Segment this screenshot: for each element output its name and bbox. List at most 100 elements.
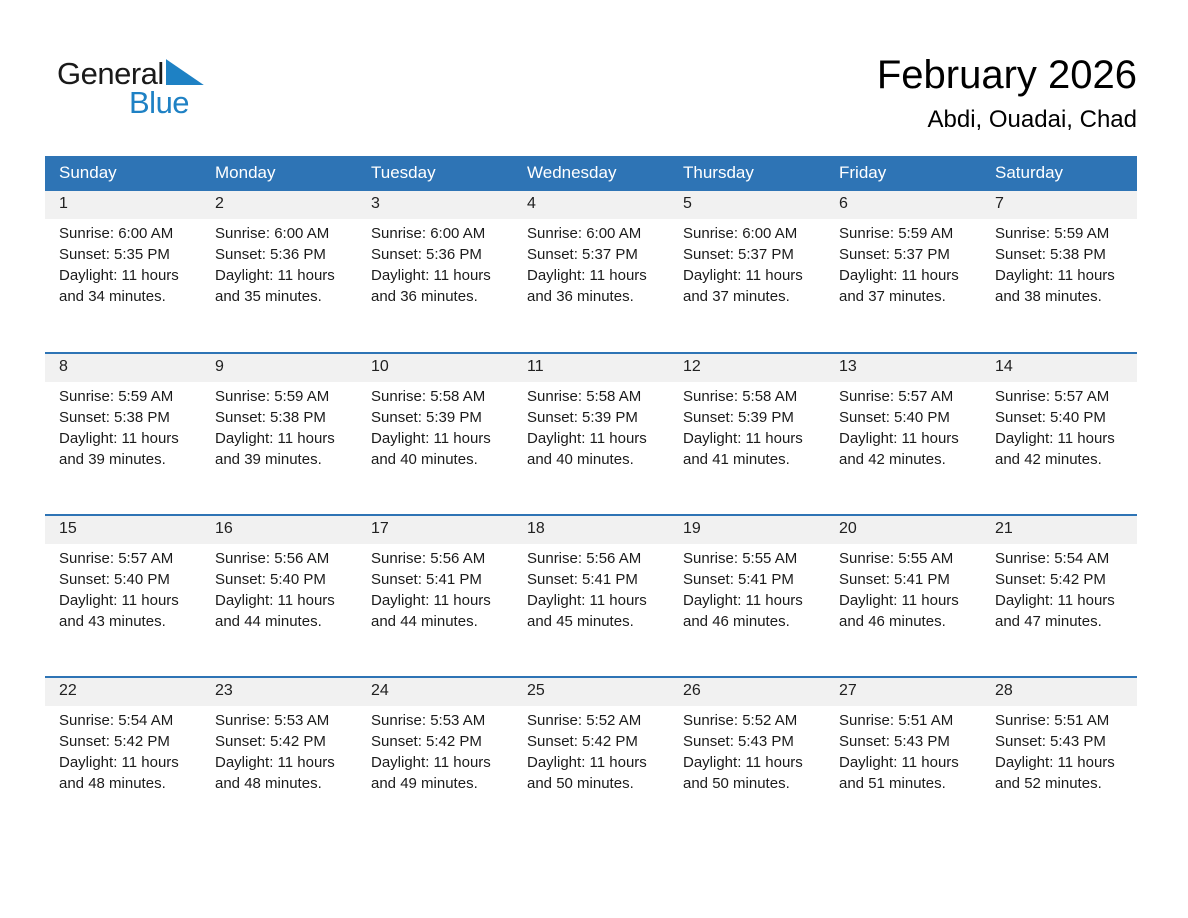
day-cell: 14 Sunrise: 5:57 AM Sunset: 5:40 PM Dayligh…: [981, 353, 1137, 515]
day-number: 24: [371, 682, 389, 699]
day-cell: 22 Sunrise: 5:54 AM Sunset: 5:42 PM Dayligh…: [45, 677, 201, 839]
day-cell-body: Sunrise: 5:54 AM Sunset: 5:42 PM Daylight:…: [981, 544, 1137, 632]
day-cell-body: Sunrise: 6:00 AM Sunset: 5:37 PM Daylight:…: [513, 219, 669, 307]
sunrise-text: Sunrise: 5:58 AM: [683, 388, 798, 405]
sunset-text: Sunset: 5:39 PM: [683, 409, 794, 426]
day-cell: 10 Sunrise: 5:58 AM Sunset: 5:39 PM Dayligh…: [357, 353, 513, 515]
day-number-band: 18: [513, 516, 669, 544]
sunrise-text: Sunrise: 6:00 AM: [527, 225, 642, 242]
sunrise-text: Sunrise: 5:53 AM: [371, 712, 486, 729]
sunrise-text: Sunrise: 5:55 AM: [839, 550, 954, 567]
sunset-text: Sunset: 5:35 PM: [59, 246, 170, 263]
sunrise-text: Sunrise: 5:57 AM: [59, 550, 174, 567]
day-number: 7: [995, 195, 1004, 212]
day-cell-body: Sunrise: 5:53 AM Sunset: 5:42 PM Daylight:…: [357, 706, 513, 794]
calendar-page: General Blue February 2026 Abdi, Ouadai,…: [45, 0, 1137, 839]
daylight-text: Daylight: 11 hours and 48 minutes.: [59, 754, 179, 792]
sunrise-text: Sunrise: 5:57 AM: [995, 388, 1110, 405]
sunset-text: Sunset: 5:42 PM: [371, 733, 482, 750]
weekday-header-tuesday: Tuesday: [357, 156, 513, 191]
daylight-text: Daylight: 11 hours and 52 minutes.: [995, 754, 1115, 792]
daylight-text: Daylight: 11 hours and 50 minutes.: [527, 754, 647, 792]
sunrise-text: Sunrise: 5:58 AM: [371, 388, 486, 405]
general-blue-logo: General Blue: [57, 58, 204, 118]
day-number-band: 22: [45, 678, 201, 706]
sunset-text: Sunset: 5:40 PM: [59, 571, 170, 588]
day-cell-body: Sunrise: 5:52 AM Sunset: 5:43 PM Daylight:…: [669, 706, 825, 794]
page-header: General Blue February 2026 Abdi, Ouadai,…: [45, 0, 1137, 156]
day-number-band: 12: [669, 354, 825, 382]
day-cell-body: Sunrise: 5:57 AM Sunset: 5:40 PM Daylight:…: [825, 382, 981, 470]
day-number-band: 23: [201, 678, 357, 706]
day-number: 2: [215, 195, 224, 212]
day-cell-body: Sunrise: 5:57 AM Sunset: 5:40 PM Daylight:…: [45, 544, 201, 632]
day-cell: 24 Sunrise: 5:53 AM Sunset: 5:42 PM Dayligh…: [357, 677, 513, 839]
sunset-text: Sunset: 5:41 PM: [371, 571, 482, 588]
day-number: 8: [59, 358, 68, 375]
day-number: 13: [839, 358, 857, 375]
day-cell-body: Sunrise: 5:59 AM Sunset: 5:38 PM Daylight:…: [981, 219, 1137, 307]
day-number-band: 17: [357, 516, 513, 544]
sunset-text: Sunset: 5:37 PM: [527, 246, 638, 263]
location-subtitle: Abdi, Ouadai, Chad: [927, 106, 1137, 133]
sunset-text: Sunset: 5:42 PM: [215, 733, 326, 750]
logo-text-general: General: [57, 56, 164, 91]
day-number: 15: [59, 520, 77, 537]
day-number: 27: [839, 682, 857, 699]
day-number: 21: [995, 520, 1013, 537]
day-number: 4: [527, 195, 536, 212]
day-number-band: 25: [513, 678, 669, 706]
week-row: 15 Sunrise: 5:57 AM Sunset: 5:40 PM Dayligh…: [45, 515, 1137, 677]
weekday-header-saturday: Saturday: [981, 156, 1137, 191]
sunrise-text: Sunrise: 6:00 AM: [59, 225, 174, 242]
daylight-text: Daylight: 11 hours and 40 minutes.: [371, 430, 491, 468]
sunset-text: Sunset: 5:43 PM: [995, 733, 1106, 750]
weekday-header-row: Sunday Monday Tuesday Wednesday Thursday Frid…: [45, 156, 1137, 191]
daylight-text: Daylight: 11 hours and 45 minutes.: [527, 592, 647, 630]
daylight-text: Daylight: 11 hours and 37 minutes.: [839, 267, 959, 305]
day-number-band: 4: [513, 191, 669, 219]
sunrise-text: Sunrise: 5:51 AM: [995, 712, 1110, 729]
sunrise-text: Sunrise: 5:56 AM: [371, 550, 486, 567]
sunset-text: Sunset: 5:40 PM: [215, 571, 326, 588]
weekday-header-thursday: Thursday: [669, 156, 825, 191]
day-cell: 16 Sunrise: 5:56 AM Sunset: 5:40 PM Dayligh…: [201, 515, 357, 677]
daylight-text: Daylight: 11 hours and 46 minutes.: [839, 592, 959, 630]
day-number-band: 2: [201, 191, 357, 219]
daylight-text: Daylight: 11 hours and 40 minutes.: [527, 430, 647, 468]
day-cell: 21 Sunrise: 5:54 AM Sunset: 5:42 PM Dayligh…: [981, 515, 1137, 677]
day-number: 17: [371, 520, 389, 537]
sunrise-text: Sunrise: 5:59 AM: [839, 225, 954, 242]
sunrise-text: Sunrise: 5:55 AM: [683, 550, 798, 567]
day-number-band: 24: [357, 678, 513, 706]
sunrise-text: Sunrise: 5:54 AM: [995, 550, 1110, 567]
daylight-text: Daylight: 11 hours and 46 minutes.: [683, 592, 803, 630]
day-number: 19: [683, 520, 701, 537]
day-cell-body: Sunrise: 5:56 AM Sunset: 5:41 PM Daylight:…: [357, 544, 513, 632]
day-number: 1: [59, 195, 68, 212]
day-number: 3: [371, 195, 380, 212]
day-cell: 25 Sunrise: 5:52 AM Sunset: 5:42 PM Dayligh…: [513, 677, 669, 839]
day-cell-body: Sunrise: 5:53 AM Sunset: 5:42 PM Daylight:…: [201, 706, 357, 794]
sunrise-text: Sunrise: 5:59 AM: [215, 388, 330, 405]
daylight-text: Daylight: 11 hours and 44 minutes.: [371, 592, 491, 630]
day-cell-body: Sunrise: 5:59 AM Sunset: 5:37 PM Daylight:…: [825, 219, 981, 307]
day-number: 28: [995, 682, 1013, 699]
sunset-text: Sunset: 5:41 PM: [527, 571, 638, 588]
day-cell: 28 Sunrise: 5:51 AM Sunset: 5:43 PM Dayligh…: [981, 677, 1137, 839]
sunset-text: Sunset: 5:41 PM: [683, 571, 794, 588]
day-cell-body: Sunrise: 5:51 AM Sunset: 5:43 PM Daylight:…: [981, 706, 1137, 794]
month-title: February 2026: [876, 53, 1137, 97]
day-number-band: 3: [357, 191, 513, 219]
day-cell: 18 Sunrise: 5:56 AM Sunset: 5:41 PM Dayligh…: [513, 515, 669, 677]
sunrise-text: Sunrise: 5:59 AM: [995, 225, 1110, 242]
daylight-text: Daylight: 11 hours and 48 minutes.: [215, 754, 335, 792]
sunset-text: Sunset: 5:36 PM: [371, 246, 482, 263]
daylight-text: Daylight: 11 hours and 36 minutes.: [371, 267, 491, 305]
week-row: 1 Sunrise: 6:00 AM Sunset: 5:35 PM Daylight…: [45, 191, 1137, 353]
sunrise-text: Sunrise: 5:52 AM: [683, 712, 798, 729]
daylight-text: Daylight: 11 hours and 42 minutes.: [839, 430, 959, 468]
sunrise-text: Sunrise: 5:53 AM: [215, 712, 330, 729]
day-number: 22: [59, 682, 77, 699]
day-cell: 20 Sunrise: 5:55 AM Sunset: 5:41 PM Dayligh…: [825, 515, 981, 677]
